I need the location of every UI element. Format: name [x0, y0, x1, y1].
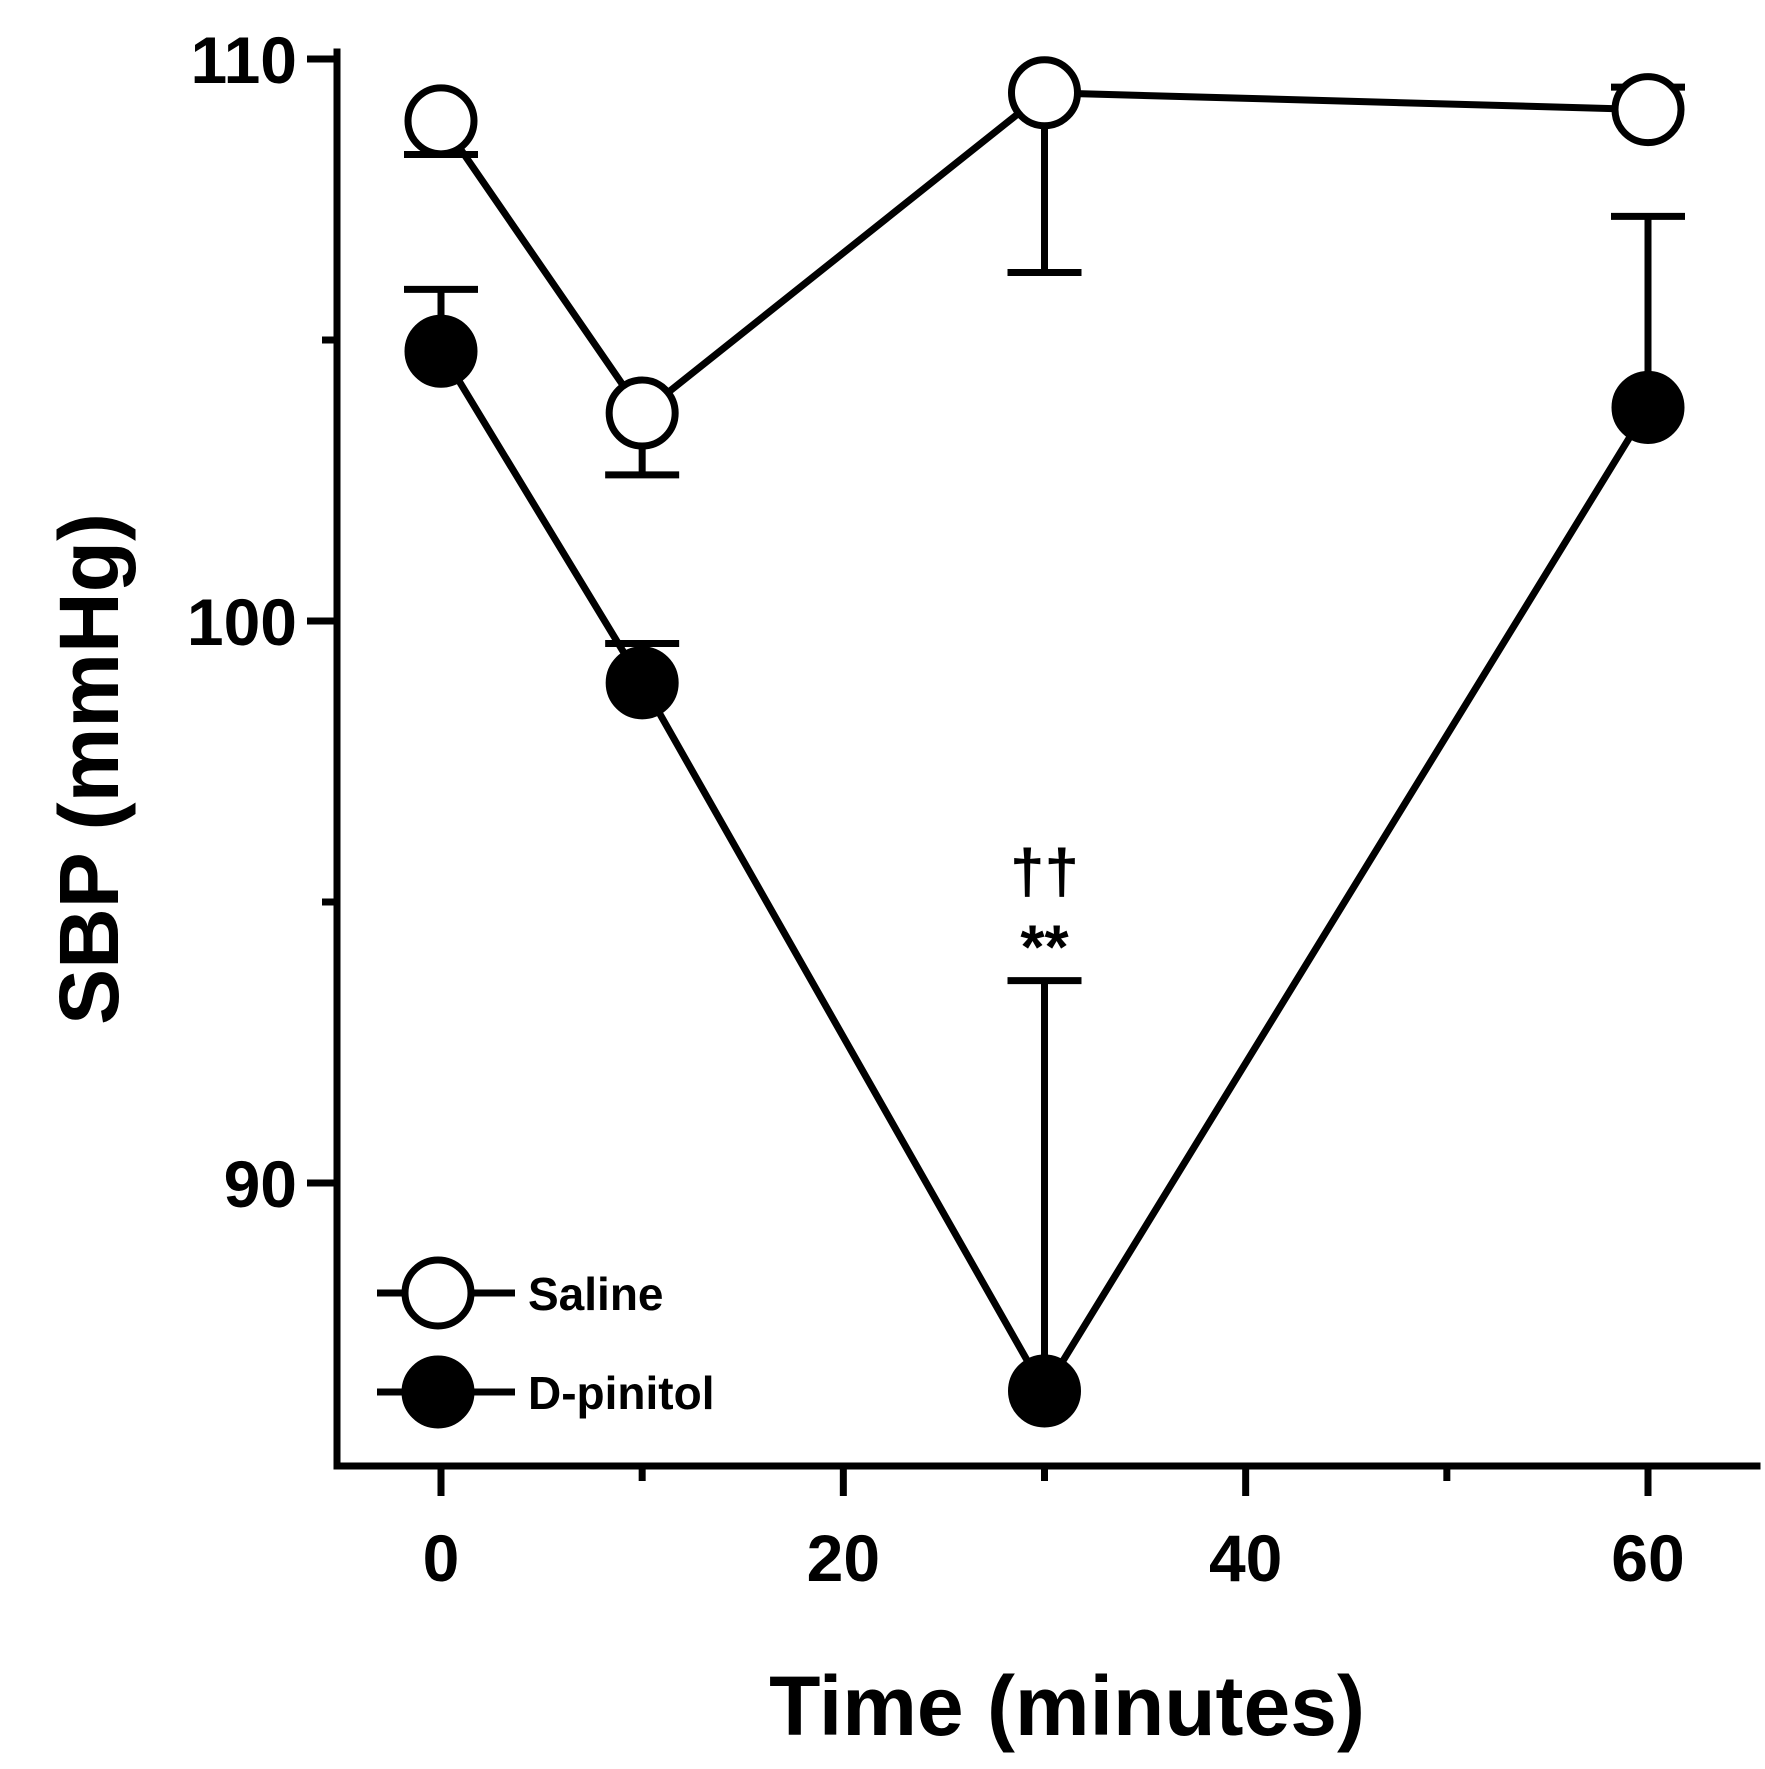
data-point-10 — [605, 376, 679, 450]
legend-marker-0 — [401, 1256, 475, 1330]
data-point-0 — [404, 84, 478, 158]
series-saline — [404, 56, 1685, 479]
x-tick-label-0: 0 — [423, 1521, 460, 1595]
annotation-dagger: †† — [1010, 838, 1079, 907]
data-point-10 — [605, 646, 679, 720]
x-tick-label-20: 20 — [807, 1521, 880, 1595]
y-tick-label-90: 90 — [224, 1147, 297, 1221]
annotation-asterisk: ** — [1020, 914, 1069, 983]
legend: Saline D-pinitol — [377, 1256, 715, 1429]
series-d-pinitol — [404, 212, 1685, 1428]
x-tick-label-40: 40 — [1209, 1521, 1282, 1595]
annotations: †† ** — [1010, 838, 1079, 983]
legend-marker-1 — [401, 1355, 475, 1429]
data-point-60 — [1611, 73, 1685, 147]
data-point-0 — [404, 314, 478, 388]
y-axis-title: SBP (mmHg) — [42, 513, 136, 1025]
y-tick-label-110: 110 — [191, 23, 297, 97]
ticks: 90 100 110 0 20 40 60 — [187, 23, 1685, 1595]
series-line — [438, 89, 1649, 419]
x-axis-title: Time (minutes) — [769, 1659, 1365, 1753]
legend-label-0: Saline — [528, 1268, 664, 1320]
legend-label-1: D-pinitol — [528, 1367, 715, 1419]
series-line — [438, 349, 1651, 1398]
data-point-60 — [1611, 370, 1685, 444]
y-tick-label-100: 100 — [187, 585, 297, 659]
x-tick-label-60: 60 — [1611, 1521, 1684, 1595]
data-point-30 — [1008, 1354, 1081, 1428]
series-layer — [404, 56, 1685, 1428]
data-point-30 — [1008, 56, 1081, 130]
